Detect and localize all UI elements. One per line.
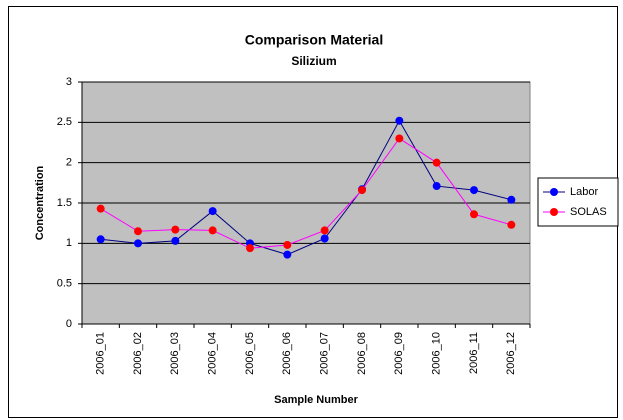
x-tick-label: 2006_12 xyxy=(505,332,517,375)
data-point xyxy=(134,227,142,236)
x-tick-label: 2006_11 xyxy=(468,332,480,374)
data-point xyxy=(171,225,180,234)
data-point xyxy=(283,240,292,249)
y-tick-label: 1.5 xyxy=(57,197,72,209)
legend-label: Labor xyxy=(570,186,598,198)
x-tick-label: 2006_01 xyxy=(95,332,107,375)
legend-label: SOLAS xyxy=(570,206,607,218)
data-point xyxy=(283,250,292,259)
data-point xyxy=(96,204,105,213)
chart-title: Comparison Material xyxy=(245,32,383,48)
x-tick-label: 2006_07 xyxy=(319,332,331,375)
data-point xyxy=(507,220,516,229)
x-tick-label: 2006_10 xyxy=(431,332,443,375)
y-tick-label: 3 xyxy=(66,76,72,88)
y-axis-label: Concentration xyxy=(34,165,46,240)
series-line xyxy=(100,137,512,249)
data-point xyxy=(358,186,366,195)
data-point xyxy=(208,207,217,216)
x-tick-label: 2006_02 xyxy=(132,332,144,375)
y-tick-label: 2 xyxy=(66,157,72,169)
data-point xyxy=(246,244,254,253)
data-point xyxy=(432,182,441,191)
data-point xyxy=(470,210,478,219)
data-point xyxy=(134,239,142,248)
legend-marker xyxy=(550,208,558,216)
y-tick-label: 0.5 xyxy=(57,278,72,290)
y-tick-label: 2.5 xyxy=(57,116,72,128)
x-tick-label: 2006_04 xyxy=(207,332,219,375)
x-tick-label: 2006_06 xyxy=(281,332,293,375)
chart-subtitle: Silizium xyxy=(291,54,336,68)
data-point xyxy=(208,226,217,235)
data-point xyxy=(320,234,329,243)
data-point xyxy=(96,235,105,244)
data-point xyxy=(320,226,329,235)
y-tick-label: 1 xyxy=(66,237,72,249)
y-tick-label: 0 xyxy=(66,318,72,330)
data-point xyxy=(470,186,478,195)
data-point xyxy=(507,195,516,204)
data-point xyxy=(432,158,441,167)
legend-box xyxy=(537,177,619,227)
series-line xyxy=(100,119,512,256)
data-point xyxy=(395,134,404,143)
x-tick-label: 2006_09 xyxy=(393,332,405,375)
x-tick-label: 2006_03 xyxy=(169,332,181,375)
x-tick-label: 2006_08 xyxy=(356,332,368,375)
x-axis-label: Sample Number xyxy=(274,394,358,406)
x-tick-label: 2006_05 xyxy=(244,332,256,375)
data-point xyxy=(171,236,180,245)
data-point xyxy=(395,116,404,125)
legend-marker xyxy=(550,188,558,196)
